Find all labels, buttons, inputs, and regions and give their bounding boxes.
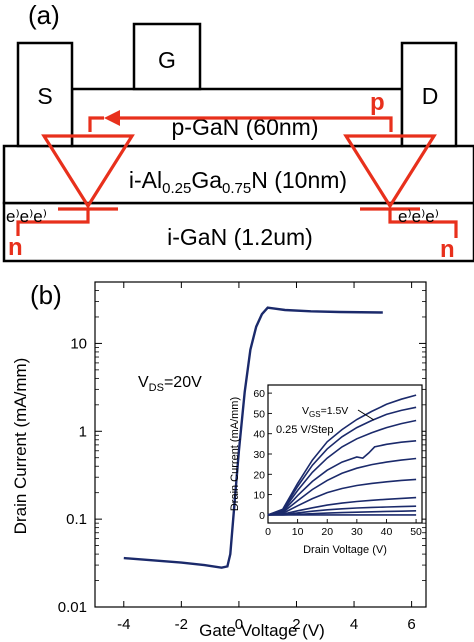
main-y-tick-label: 0.01: [58, 599, 87, 616]
main-y-tick-label: 0.1: [66, 511, 87, 528]
main-x-axis-label: Gate Voltage (V): [199, 621, 325, 640]
inset-series-line-4: [267, 478, 417, 516]
inset-y-tick-label: 20: [253, 469, 265, 481]
n-marker-right: n: [440, 236, 455, 263]
inset-x-axis-label: Drain Voltage (V): [303, 544, 387, 556]
electrons-left: e⁾e⁾e⁾: [6, 207, 47, 226]
p-marker: p: [370, 89, 385, 116]
inset-x-tick-labels: 0 10 20 30 40 50: [265, 526, 422, 538]
algan-layer: [2, 144, 474, 205]
inset-series-line-7: [267, 419, 417, 516]
left-n-lead: [16, 209, 90, 236]
inset-series-line-5: [267, 457, 417, 516]
drain-contact: [400, 41, 458, 148]
inset-x-tick-label: 30: [351, 526, 363, 538]
hole-path-left: [88, 116, 104, 132]
main-x-tick-label: -2: [175, 616, 188, 633]
panel-b-label: (b): [30, 280, 62, 310]
right-diode-triangle: [343, 134, 437, 210]
inset-x-tick-label: 50: [410, 526, 422, 538]
inset-y-tick-label: 10: [253, 490, 265, 502]
main-series-line: [123, 306, 383, 569]
panel-a-label: (a): [28, 0, 60, 30]
drain-label: D: [422, 83, 439, 109]
inset-series-line-8: [267, 406, 417, 516]
main-y-axis-label: Drain Current (mA/mm): [11, 358, 30, 535]
inset-y-tick-label: 30: [253, 449, 265, 461]
inset-x-tick-label: 10: [292, 526, 304, 538]
main-tick-marks: [95, 281, 426, 608]
inset-series-lines: [267, 394, 417, 516]
inset-y-tick-label: 60: [253, 388, 265, 400]
inset-series-line-9: [267, 394, 417, 516]
main-x-tick-label: -4: [117, 616, 130, 633]
inset-x-tick-label: 20: [321, 526, 333, 538]
igan-layer: [2, 201, 474, 263]
n-marker-left: n: [8, 234, 23, 261]
source-contact: [16, 41, 74, 148]
main-x-tick-label: 0: [235, 616, 243, 633]
step-annotation: 0.25 V/Step: [276, 424, 334, 436]
inset-y-axis-label: Drain Current (mA/mm): [229, 397, 241, 511]
left-diode-triangle: [41, 134, 135, 210]
main-y-tick-labels: 0.01 0.1 1 10: [58, 335, 87, 616]
inset-x-tick-label: 40: [381, 526, 393, 538]
gate-contact: [132, 22, 202, 91]
hole-arrow-head: [104, 110, 120, 126]
vds-annotation: VDS=20V: [138, 374, 202, 394]
main-x-tick-label: 4: [350, 616, 358, 633]
right-n-lead: [388, 209, 458, 238]
main-x-tick-label: 2: [292, 616, 300, 633]
gate-label: G: [158, 47, 176, 73]
inset-y-tick-label: 40: [253, 429, 265, 441]
main-y-tick-label: 10: [70, 335, 87, 352]
inset-series-line-3: [267, 496, 417, 516]
electrons-right: e⁾e⁾e⁾: [398, 207, 439, 226]
algan-label: i-Al0.25Ga0.75N (10nm): [129, 167, 347, 197]
main-x-tick-labels: -4 -2 0 2 4 6: [117, 616, 416, 633]
inset-series-line-2: [267, 505, 417, 516]
vgs-pointer: [357, 409, 375, 421]
inset-series-line-6: [267, 440, 417, 516]
main-x-tick-label: 6: [407, 616, 415, 633]
inset-y-tick-labels: 0 10 20 30 40 50 60: [253, 388, 265, 522]
hole-path-line: [116, 116, 393, 132]
main-y-tick-label: 1: [79, 423, 87, 440]
vgs-annotation: VGS=1.5V: [302, 405, 348, 419]
inset-series-line-1: [268, 510, 417, 516]
igan-label: i-GaN (1.2um): [167, 224, 313, 250]
inset-x-tick-label: 0: [265, 526, 271, 538]
inset-y-tick-label: 50: [253, 408, 265, 420]
source-label: S: [37, 83, 52, 109]
inset-y-tick-label: 0: [259, 510, 265, 522]
